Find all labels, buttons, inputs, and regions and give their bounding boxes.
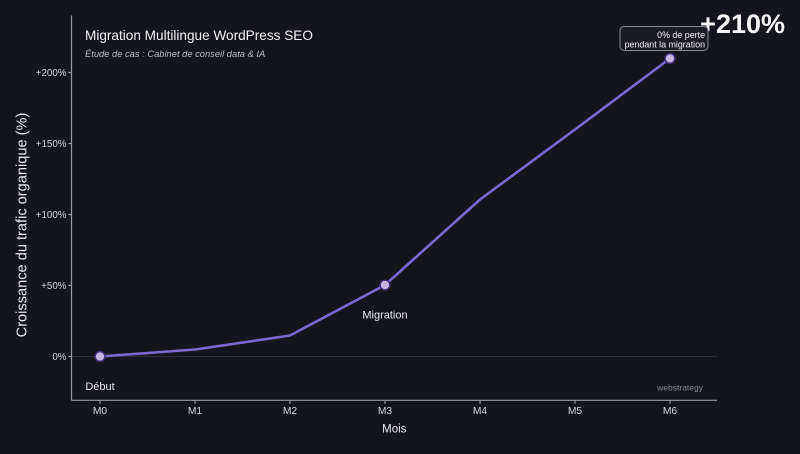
svg-text:Croissance du trafic organique: Croissance du trafic organique (%) bbox=[14, 113, 30, 338]
svg-text:M1: M1 bbox=[188, 406, 203, 417]
svg-text:M5: M5 bbox=[568, 406, 583, 417]
svg-text:Étude de cas : Cabinet de cons: Étude de cas : Cabinet de conseil data &… bbox=[85, 49, 265, 59]
svg-text:Migration Multilingue WordPres: Migration Multilingue WordPress SEO bbox=[85, 28, 313, 43]
svg-text:0%: 0% bbox=[52, 352, 66, 363]
svg-text:M6: M6 bbox=[663, 406, 678, 417]
svg-text:+50%: +50% bbox=[41, 281, 67, 292]
svg-text:M4: M4 bbox=[473, 406, 488, 417]
svg-text:+200%: +200% bbox=[36, 68, 67, 79]
svg-text:+100%: +100% bbox=[36, 210, 67, 221]
svg-text:M2: M2 bbox=[283, 406, 298, 417]
svg-text:Mois: Mois bbox=[382, 424, 407, 436]
svg-text:M3: M3 bbox=[378, 406, 393, 417]
svg-text:+150%: +150% bbox=[36, 139, 67, 150]
svg-text:+210%: +210% bbox=[700, 9, 785, 39]
svg-text:webstrategy: webstrategy bbox=[656, 382, 704, 392]
svg-text:Migration: Migration bbox=[362, 310, 407, 322]
svg-text:0% de perte: 0% de perte bbox=[657, 30, 705, 40]
svg-text:Début: Début bbox=[85, 381, 114, 393]
svg-text:M0: M0 bbox=[93, 406, 108, 417]
svg-text:pendant la migration: pendant la migration bbox=[625, 39, 705, 49]
